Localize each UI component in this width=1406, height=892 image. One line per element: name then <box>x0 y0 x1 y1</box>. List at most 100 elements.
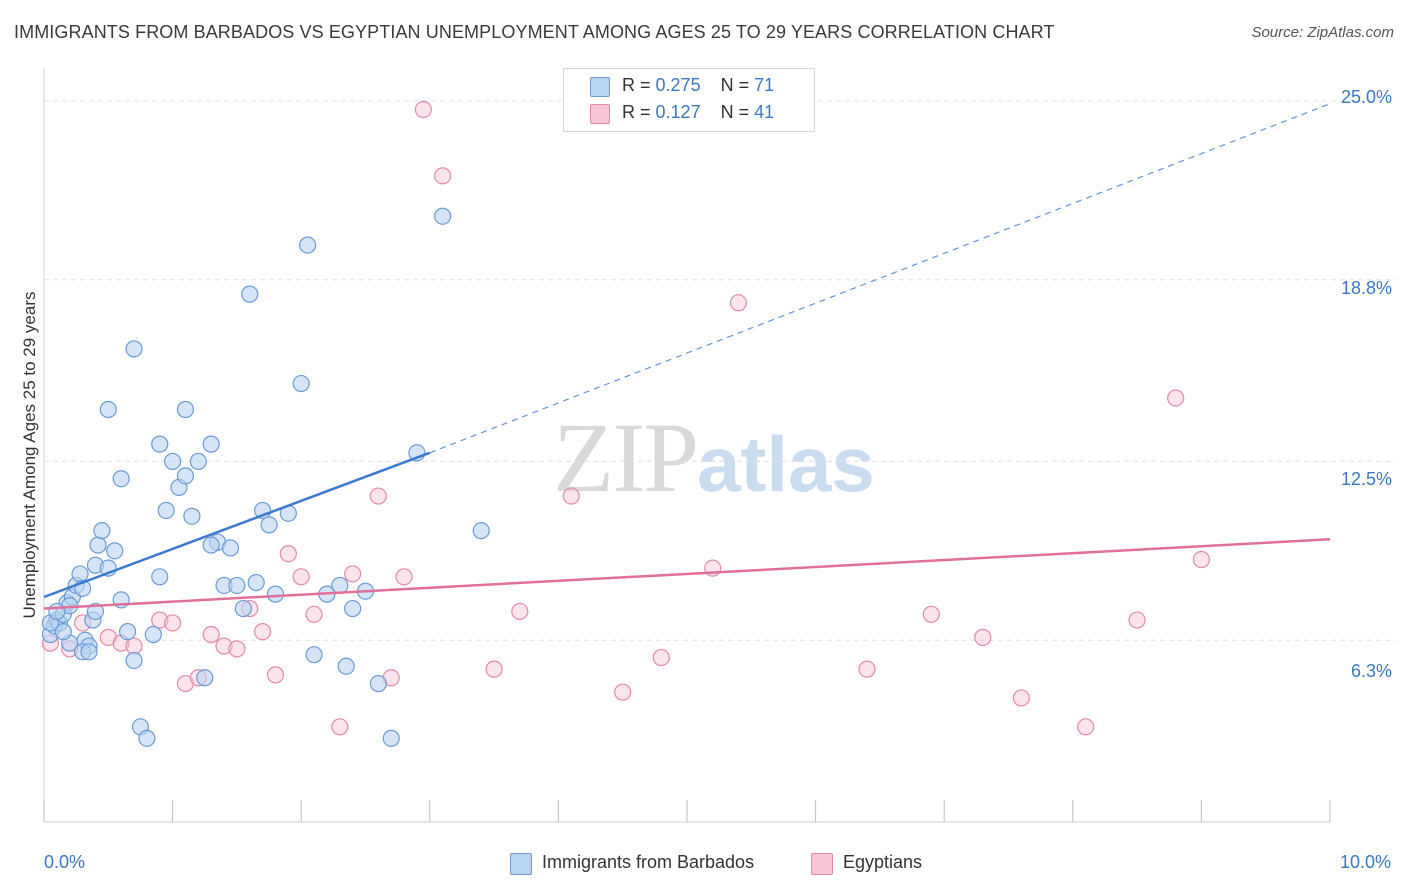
trend-lines <box>43 103 1331 610</box>
barbados-point <box>164 452 182 471</box>
y-tick-label-18-8: 18.8% <box>1340 278 1392 298</box>
barbados-point <box>80 643 98 661</box>
barbados-point <box>472 522 490 540</box>
legend-r-label: R = <box>622 102 651 122</box>
barbados-trend-line <box>43 451 431 599</box>
egyptians-point <box>344 565 362 583</box>
bottom-legend-swatch-pink <box>811 853 833 875</box>
watermark-zip: ZIP <box>553 402 699 513</box>
barbados-point <box>189 452 207 471</box>
barbados-point <box>299 236 317 254</box>
egyptians-point <box>1012 689 1030 707</box>
correlation-legend: R = 0.275 N = 71 R = 0.127 N = 41 <box>563 68 815 132</box>
barbados-point <box>331 576 349 595</box>
barbados-point <box>106 542 124 560</box>
legend-stats-barbados: R = 0.275 N = 71 <box>622 75 774 96</box>
egyptians-point <box>1128 611 1146 629</box>
barbados-point <box>86 602 105 621</box>
barbados-point <box>241 285 259 303</box>
y-axis-title: Unemployment Among Ages 25 to 29 years <box>20 291 39 619</box>
egyptians-point <box>1077 718 1095 736</box>
barbados-point <box>176 400 195 419</box>
barbados-point <box>71 565 89 583</box>
barbados-point <box>234 599 252 618</box>
egyptians-point <box>974 628 992 646</box>
barbados-trend-extension <box>429 103 1331 454</box>
egyptians-point <box>331 718 349 736</box>
barbados-point <box>202 536 220 554</box>
legend-n-label: N = <box>720 75 750 95</box>
barbados-point <box>344 599 362 618</box>
barbados-point <box>260 516 278 534</box>
legend-n-label: N = <box>720 102 750 122</box>
egyptians-trend-line <box>43 538 1331 610</box>
barbados-point <box>382 729 400 747</box>
egyptians-point <box>434 167 452 185</box>
barbados-point <box>144 625 162 644</box>
legend-stats-egyptians: R = 0.127 N = 41 <box>622 102 774 123</box>
grid-lines <box>44 100 1395 641</box>
egyptians-point <box>279 545 297 563</box>
egyptians-point <box>414 100 432 119</box>
x-tick-label-min: 0.0% <box>44 852 86 872</box>
barbados-point <box>337 657 355 675</box>
legend-swatch-pink <box>590 104 610 124</box>
barbados-point <box>151 435 169 453</box>
watermark-atlas: atlas <box>697 420 875 508</box>
barbados-point <box>157 501 175 520</box>
bottom-legend-swatch-blue <box>510 853 532 875</box>
egyptians-point <box>922 605 940 623</box>
egyptians-point <box>369 487 387 505</box>
barbados-point <box>125 340 143 358</box>
egyptians-point <box>292 568 310 586</box>
bottom-legend-label-barbados: Immigrants from Barbados <box>542 852 755 872</box>
barbados-point <box>118 623 137 641</box>
egyptians-point <box>395 568 413 586</box>
egyptians-point <box>151 611 169 629</box>
egyptians-point <box>729 294 748 312</box>
egyptians-point <box>228 640 246 658</box>
axes <box>43 68 1331 823</box>
egyptians-point <box>305 605 323 623</box>
egyptians-point <box>254 623 272 641</box>
legend-swatch-blue <box>590 77 610 97</box>
egyptians-point <box>125 637 143 655</box>
barbados-point <box>138 729 156 747</box>
barbados-points <box>41 207 490 747</box>
egyptians-point <box>215 637 233 655</box>
barbados-point <box>151 568 169 586</box>
barbados-point <box>54 623 72 641</box>
barbados-point <box>221 539 240 557</box>
chart-title: IMMIGRANTS FROM BARBADOS VS EGYPTIAN UNE… <box>14 22 1055 42</box>
egyptians-point <box>511 602 529 621</box>
y-tick-label-25: 25.0% <box>1340 87 1392 107</box>
bottom-legend-label-egyptians: Egyptians <box>843 852 923 872</box>
egyptians-point <box>485 660 503 678</box>
barbados-point <box>292 374 310 393</box>
barbados-point <box>48 602 66 621</box>
egyptians-point <box>266 666 285 684</box>
barbados-point <box>202 435 220 453</box>
egyptians-point <box>858 660 876 678</box>
legend-r-label: R = <box>622 75 651 95</box>
legend-r-value: 0.127 <box>655 102 701 122</box>
egyptians-point <box>202 625 220 644</box>
barbados-point <box>247 573 265 592</box>
barbados-point <box>93 522 111 540</box>
barbados-point <box>176 467 195 485</box>
egyptians-point <box>652 648 670 667</box>
barbados-point <box>266 585 285 603</box>
y-tick-label-6-3: 6.3% <box>1350 661 1392 681</box>
barbados-point <box>369 674 387 693</box>
watermark: ZIPatlas <box>553 400 875 515</box>
egyptians-points <box>41 100 1211 736</box>
legend-r-value: 0.275 <box>655 75 701 95</box>
barbados-point <box>89 536 107 554</box>
legend-n-value: 41 <box>754 102 775 122</box>
egyptians-point <box>1192 550 1211 569</box>
legend-n-value: 71 <box>754 75 775 95</box>
barbados-point <box>434 207 452 225</box>
egyptians-point <box>562 487 580 505</box>
y-tick-label-12-5: 12.5% <box>1340 469 1392 489</box>
